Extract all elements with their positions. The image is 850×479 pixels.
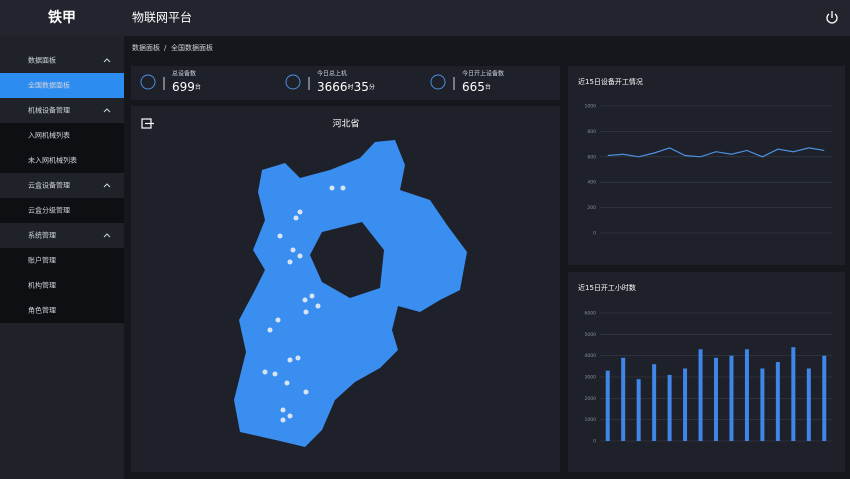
stat-label: 总设备数 — [172, 70, 196, 78]
bar — [636, 379, 641, 441]
menu-group-label: 云盒设备管理 — [28, 181, 70, 190]
y-tick-label: 0 — [593, 231, 596, 237]
chevron — [103, 183, 111, 188]
province-map — [234, 140, 467, 447]
stat-value: 699 — [172, 80, 195, 94]
menu-group[interactable] — [0, 98, 124, 123]
stat-value: 3666时35分 — [317, 80, 375, 94]
map-title: 河北省 — [332, 118, 359, 130]
bar — [667, 374, 672, 441]
menu-item[interactable] — [0, 148, 124, 173]
bar — [698, 349, 703, 441]
chevron — [103, 58, 111, 63]
stat-label: 今日开上设备数 — [462, 70, 504, 78]
stat-icon — [285, 74, 301, 90]
stat-icon — [140, 74, 156, 90]
map-panel — [131, 106, 560, 472]
menu-item-label: 未入网机械列表 — [28, 156, 77, 165]
chart-title: 近15日设备开工情况 — [578, 77, 643, 86]
bar — [806, 368, 811, 441]
menu-item[interactable] — [0, 298, 124, 323]
stat-value: 665 — [462, 80, 485, 94]
y-tick-label: 2000 — [585, 396, 597, 402]
chart-title: 近15日开工小时数 — [578, 283, 636, 292]
stat-unit: 分 — [369, 83, 375, 91]
stat-value: 665台 — [462, 80, 491, 94]
y-tick-label: 800 — [587, 129, 596, 135]
stat-icon — [430, 74, 446, 90]
bar — [729, 355, 734, 441]
menu-item-label: 账户管理 — [28, 256, 56, 265]
menu-item-label: 机构管理 — [28, 281, 56, 290]
stat-value: 699台 — [172, 80, 201, 94]
y-tick-label: 1000 — [585, 104, 597, 110]
top-bar — [0, 0, 850, 36]
map-markers — [262, 185, 346, 423]
menu-item-label: 角色管理 — [28, 306, 56, 315]
stat-label: 今日总上机 — [317, 70, 347, 78]
chevron — [103, 233, 111, 238]
bar — [791, 347, 796, 441]
y-tick-label: 3000 — [585, 375, 597, 381]
y-tick-label: 5000 — [585, 332, 597, 338]
logo: 铁甲 — [48, 9, 76, 26]
menu-group[interactable] — [0, 48, 124, 73]
chart-panel — [568, 272, 845, 472]
menu-group-label: 机械设备管理 — [28, 106, 70, 115]
menu-group[interactable] — [0, 223, 124, 248]
bar — [760, 368, 765, 441]
menu-item-label: 全国数据面板 — [28, 81, 70, 90]
stat-value: 3666 — [317, 80, 348, 94]
menu-item[interactable] — [0, 123, 124, 148]
bar — [822, 355, 827, 441]
breadcrumb-separator: / — [164, 44, 167, 52]
y-tick-label: 400 — [587, 180, 596, 186]
stat-unit: 台 — [195, 83, 201, 91]
bar — [652, 364, 657, 441]
y-tick-label: 1000 — [585, 417, 597, 423]
stat-value: 35 — [354, 80, 369, 94]
bar — [714, 357, 718, 441]
menu-item-label: 入网机械列表 — [28, 131, 70, 140]
stat-unit: 台 — [485, 83, 491, 91]
menu-item[interactable] — [0, 73, 124, 98]
y-tick-label: 6000 — [585, 311, 597, 317]
y-tick-label: 600 — [587, 154, 596, 160]
bar — [775, 362, 780, 441]
menu-group-label: 数据面板 — [28, 56, 56, 65]
menu-item[interactable] — [0, 248, 124, 273]
menu-item-label: 云盒分级管理 — [28, 206, 70, 215]
line-series — [607, 147, 825, 158]
app-title: 物联网平台 — [132, 10, 192, 25]
y-tick-label: 0 — [593, 439, 596, 445]
menu-group[interactable] — [0, 173, 124, 198]
bar — [744, 349, 749, 441]
bar — [605, 370, 610, 441]
breadcrumb-item[interactable]: 数据面板 — [132, 43, 160, 52]
menu-item[interactable] — [0, 198, 124, 223]
breadcrumb-item: 全国数据面板 — [171, 43, 213, 52]
stat-unit: 时 — [348, 83, 354, 91]
stats-panel — [131, 66, 560, 100]
y-tick-label: 200 — [587, 205, 596, 211]
exit-icon[interactable] — [141, 118, 154, 129]
y-tick-label: 4000 — [585, 353, 597, 359]
menu-item[interactable] — [0, 273, 124, 298]
bar — [621, 357, 626, 441]
chart-panel — [568, 66, 845, 265]
chevron — [103, 108, 111, 113]
menu-group-label: 系统管理 — [28, 231, 56, 240]
bar — [683, 368, 688, 441]
power-button[interactable] — [826, 11, 838, 24]
